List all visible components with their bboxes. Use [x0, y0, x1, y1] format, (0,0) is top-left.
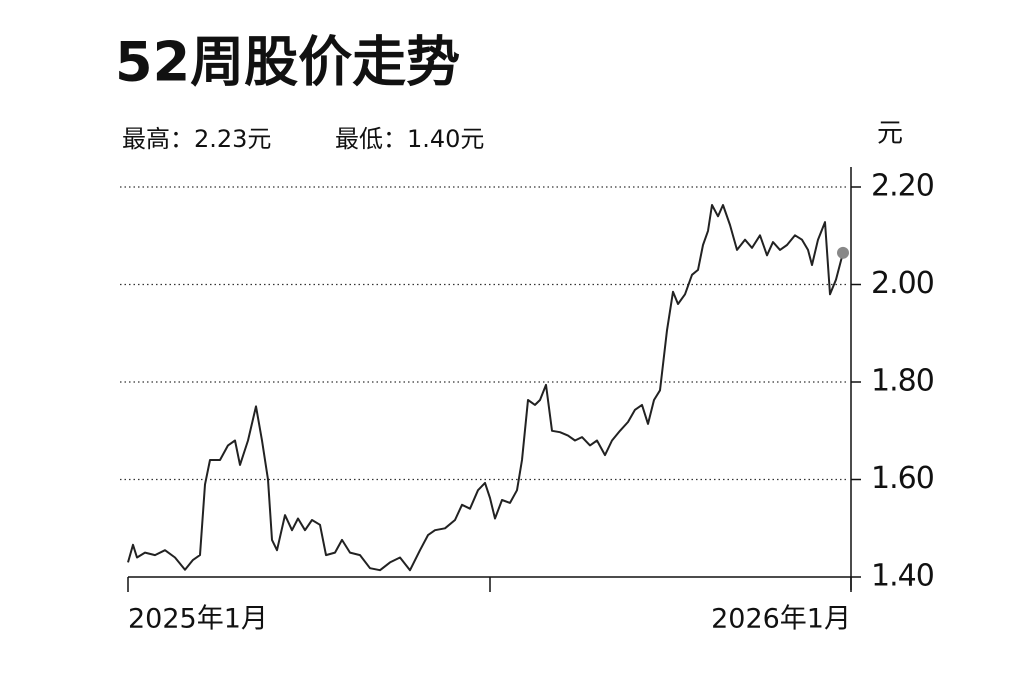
x-tick-label: 2025年1月 — [128, 604, 268, 635]
chart-title: 52周股价走势 — [115, 31, 460, 94]
y-tick-label: 1.60 — [871, 461, 934, 496]
price-line — [127, 204, 844, 572]
annotation: 最低：1.40元 — [335, 125, 484, 153]
end-marker — [837, 246, 849, 259]
y-tick-label: 1.40 — [871, 559, 934, 594]
y-tick-label: 1.80 — [871, 364, 934, 399]
y-tick-label: 2.00 — [871, 266, 934, 301]
annotation: 最高：2.23元 — [122, 125, 271, 153]
y-tick-label: 2.20 — [871, 169, 934, 204]
y-axis-label: 元 — [877, 119, 903, 149]
x-tick-label: 2026年1月 — [711, 604, 851, 635]
